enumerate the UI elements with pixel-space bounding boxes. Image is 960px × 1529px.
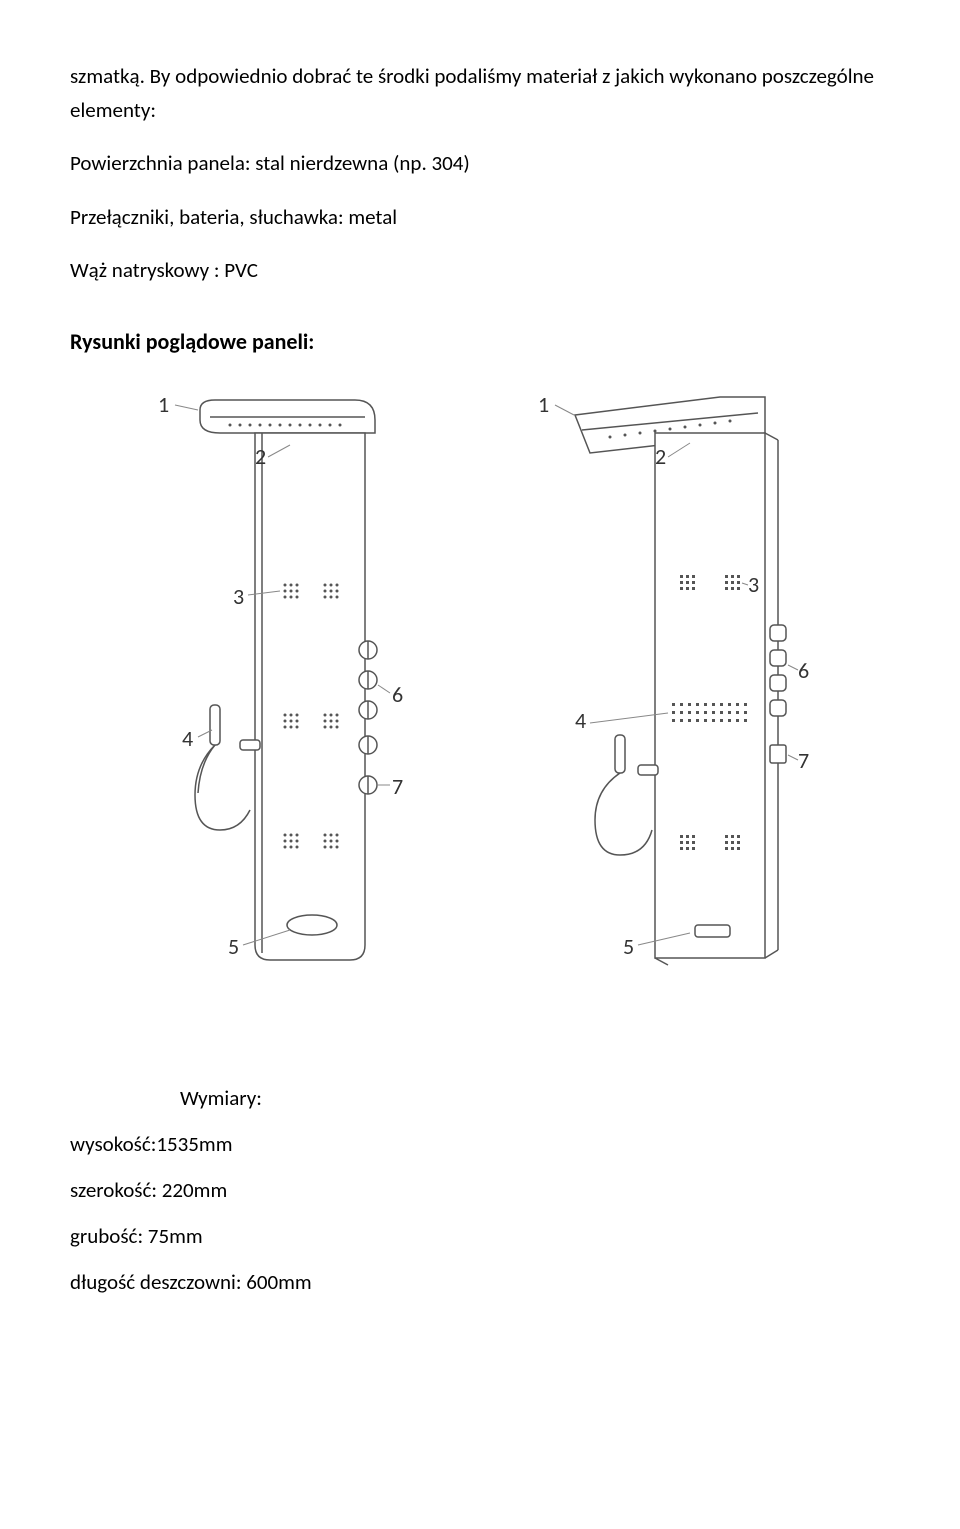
dimensions-label: Wymiary: <box>180 1085 890 1111</box>
label-left-1: 1 <box>158 391 169 418</box>
dim-height: wysokość:1535mm <box>70 1131 890 1157</box>
label-right-5: 5 <box>623 933 634 960</box>
label-left-7: 7 <box>392 773 403 800</box>
label-right-7: 7 <box>798 747 809 774</box>
label-right-6: 6 <box>798 657 809 684</box>
label-right-3: 3 <box>748 571 759 598</box>
diagram-area: 1 2 3 4 5 6 7 <box>70 385 890 1025</box>
label-left-6: 6 <box>392 681 403 708</box>
dim-width: szerokość: 220mm <box>70 1177 890 1203</box>
label-right-4: 4 <box>575 707 586 734</box>
panel-right-svg <box>520 385 830 1025</box>
panel-right-diagram: 1 2 3 4 5 6 7 <box>520 385 820 1025</box>
intro-paragraph-4: Wąż natryskowy : PVC <box>70 254 890 288</box>
intro-paragraph-3: Przełączniki, bateria, słuchawka: metal <box>70 201 890 235</box>
label-left-3: 3 <box>233 583 244 610</box>
diagrams-heading: Rysunki poglądowe paneli: <box>70 328 890 355</box>
dim-rain-length: długość deszczowni: 600mm <box>70 1269 890 1295</box>
intro-paragraph-1: szmatką. By odpowiednio dobrać te środki… <box>70 60 890 127</box>
intro-paragraph-2: Powierzchnia panela: stal nierdzewna (np… <box>70 147 890 181</box>
label-right-2: 2 <box>655 443 666 470</box>
panel-left-diagram: 1 2 3 4 5 6 7 <box>140 385 440 1025</box>
label-right-1: 1 <box>538 391 549 418</box>
label-left-5: 5 <box>228 933 239 960</box>
label-left-4: 4 <box>182 725 193 752</box>
dim-depth: grubość: 75mm <box>70 1223 890 1249</box>
label-left-2: 2 <box>255 443 266 470</box>
dimensions-block: Wymiary: wysokość:1535mm szerokość: 220m… <box>70 1085 890 1295</box>
